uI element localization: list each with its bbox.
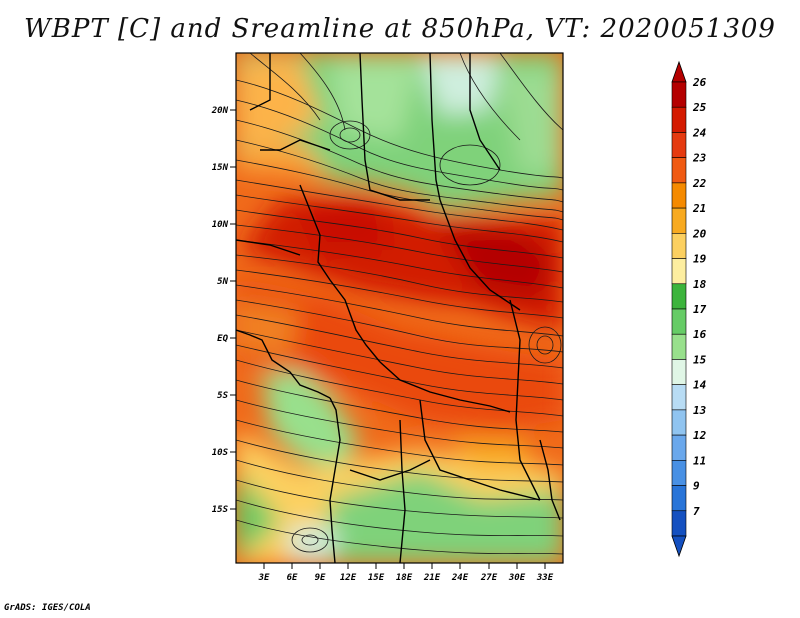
colorbar-label: 15 [693,353,707,366]
chart-title: WBPT [C] and Sreamline at 850hPa, VT: 20… [24,14,776,44]
colorbar-label: 22 [692,177,707,190]
map-frame [235,52,564,564]
country-borders [236,53,561,563]
lon-axis: 3E 6E 9E 12E 15E 18E 21E 24E 27E 30E 33E [258,563,554,583]
lat-label: 20N [211,106,229,116]
colorbar-segment [671,510,687,537]
colorbar-segment [671,81,687,108]
grads-credit: GrADS: IGES/COLA [4,603,91,613]
lat-label: 5S [217,391,228,401]
wbpt-field [236,53,563,563]
lon-label: 9E [315,573,326,583]
colorbar-segment [671,460,687,486]
colorbar-segment [671,258,687,285]
lon-label: 24E [451,573,469,583]
colorbar-label: 23 [692,152,707,165]
colorbar: 26 25 24 23 22 21 20 19 18 17 16 15 14 13 12 11 9 7 [671,60,707,558]
colorbar-segment [671,434,687,461]
colorbar-bottom-arrow [671,535,687,558]
colorbar-segment [671,308,687,335]
colorbar-label: 12 [693,429,707,442]
colorbar-label: 25 [692,101,707,114]
streamlines [236,53,563,555]
lon-label: 18E [396,573,413,583]
colorbar-label: 7 [693,505,700,518]
colorbar-label: 14 [693,379,707,392]
lon-label: 21E [423,573,441,583]
lon-label: 30E [508,573,526,583]
colorbar-segment [671,182,687,209]
colorbar-label: 17 [693,303,707,316]
colorbar-label: 24 [692,126,707,139]
colorbar-label: 16 [693,328,707,341]
lat-label: 10N [212,220,229,230]
lon-label: 3E [258,573,270,583]
lat-label: 15N [212,163,229,173]
colorbar-segment [671,384,687,411]
colorbar-segment [671,485,687,512]
colorbar-top-arrow [671,60,687,83]
colorbar-label: 13 [693,404,707,417]
colorbar-label: 19 [693,253,707,266]
colorbar-segment [671,283,687,310]
colorbar-label: 21 [692,202,706,215]
lat-label: 5N [217,277,228,287]
colorbar-segment [671,157,687,184]
lon-label: 15E [368,573,385,583]
colorbar-segment [671,409,687,436]
lat-label: 15S [212,505,229,515]
lon-label: 27E [480,573,498,583]
colorbar-segment [671,132,687,158]
lon-label: 6E [287,573,298,583]
colorbar-label: 20 [692,227,707,240]
colorbar-label: 26 [692,76,707,89]
colorbar-segment [671,359,687,385]
lon-label: 33E [536,573,554,583]
lon-label: 12E [340,573,357,583]
colorbar-segment [671,333,687,360]
colorbar-segment [671,233,687,259]
colorbar-label: 11 [693,454,706,467]
colorbar-label: 9 [693,480,700,493]
colorbar-segment [671,207,687,234]
lat-label: 10S [212,448,229,458]
lat-axis: 20N 15N 10N 5N EQ 5S 10S 15S [211,106,236,515]
colorbar-segment [671,106,687,133]
colorbar-label: 18 [693,278,707,291]
lat-label: EQ [217,334,228,344]
